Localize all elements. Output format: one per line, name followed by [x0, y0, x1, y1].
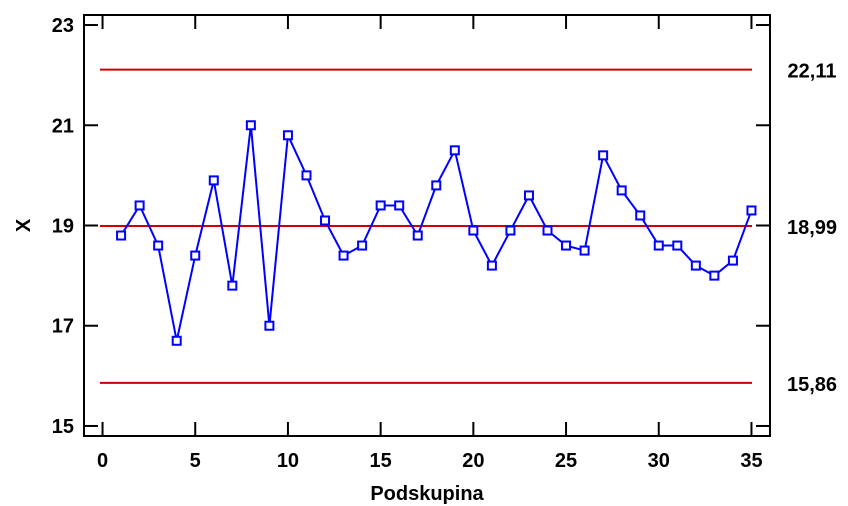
data-point: [301, 170, 312, 181]
series-line: [120, 125, 753, 341]
data-point: [320, 215, 331, 226]
x-tick-label: 25: [555, 450, 577, 472]
data-point: [579, 245, 590, 256]
y-tick-label: 17: [52, 316, 74, 338]
control-limit-label-cl: 18,99: [787, 217, 837, 239]
axes: 15 17 19 21 23 0 5 10 15 20 25 30 35: [52, 14, 771, 472]
x-axis-title: Podskupina: [370, 483, 484, 505]
y-tick-label: 19: [52, 216, 74, 238]
data-point: [412, 230, 423, 241]
data-series: [116, 120, 757, 346]
data-point: [394, 200, 405, 211]
data-point: [208, 175, 219, 186]
data-point: [746, 205, 757, 216]
data-point: [431, 180, 442, 191]
data-point: [542, 225, 553, 236]
data-point: [727, 255, 738, 266]
control-limit-label-ucl: 22,11: [788, 61, 837, 83]
data-point: [672, 240, 683, 251]
data-point: [561, 240, 572, 251]
data-point: [598, 150, 609, 161]
data-point: [357, 240, 368, 251]
control-limits: 22,11 18,99 15,86: [100, 61, 837, 396]
y-axis-title: X: [13, 218, 35, 232]
x-tick-label: 20: [462, 450, 484, 472]
x-tick-label: 35: [740, 450, 762, 472]
y-tick-label: 23: [52, 15, 74, 37]
data-point: [709, 270, 720, 281]
data-point: [338, 250, 349, 261]
x-tick-label: 0: [97, 450, 108, 472]
data-point: [171, 335, 182, 346]
data-point: [375, 200, 386, 211]
data-point: [468, 225, 479, 236]
x-tick-label: 5: [190, 450, 201, 472]
data-point: [245, 120, 256, 131]
data-point: [282, 130, 293, 141]
data-point: [264, 320, 275, 331]
data-point: [449, 145, 460, 156]
data-point: [486, 260, 497, 271]
x-tick-label: 15: [370, 450, 392, 472]
data-point: [116, 230, 127, 241]
data-point: [153, 240, 164, 251]
data-point: [227, 280, 238, 291]
data-point: [523, 190, 534, 201]
control-limit-label-lcl: 15,86: [787, 374, 837, 396]
data-point: [653, 240, 664, 251]
data-point: [190, 250, 201, 261]
data-point: [134, 200, 145, 211]
data-point: [690, 260, 701, 271]
data-point: [505, 225, 516, 236]
x-tick-label: 30: [648, 450, 670, 472]
data-point: [635, 210, 646, 221]
y-tick-label: 21: [52, 115, 74, 137]
x-tick-label: 10: [277, 450, 299, 472]
y-tick-label: 15: [52, 416, 74, 438]
data-point: [616, 185, 627, 196]
